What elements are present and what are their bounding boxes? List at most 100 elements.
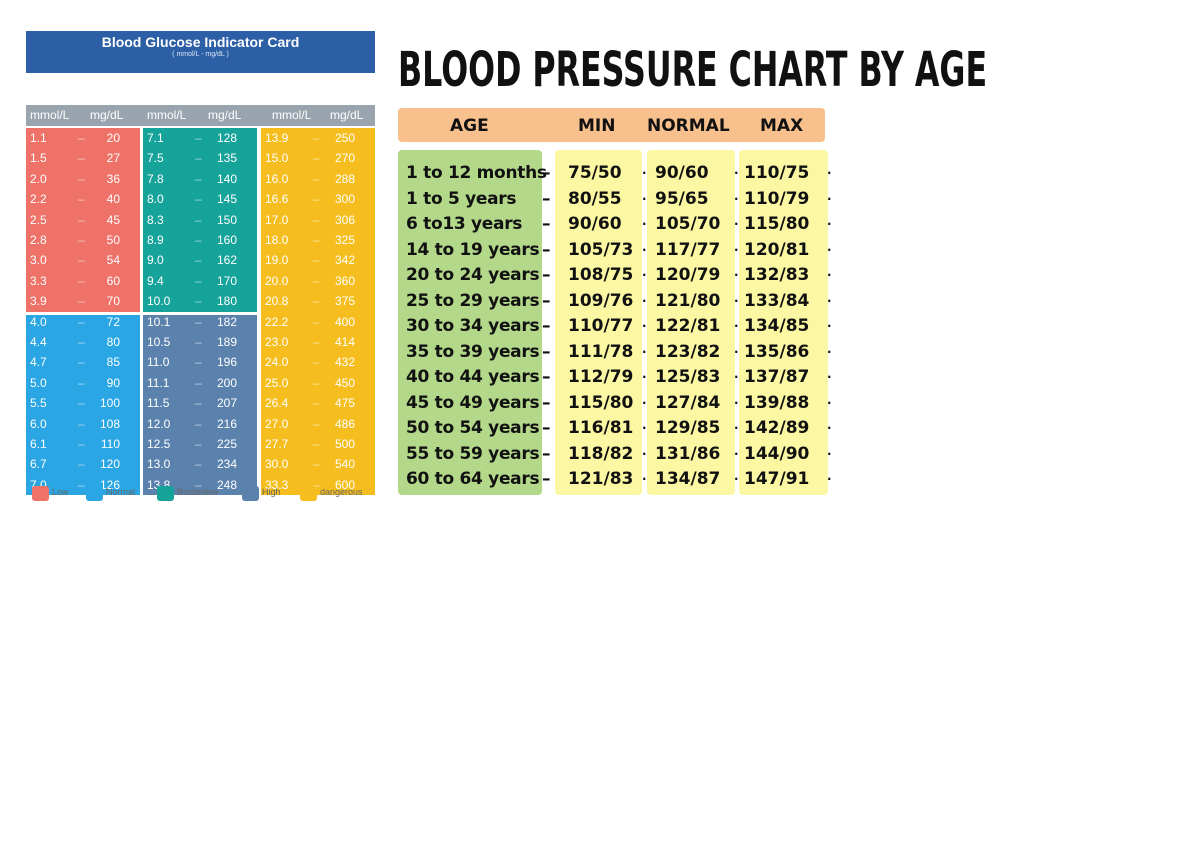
- table-row: 13.9 –250: [261, 128, 375, 148]
- separator-dot: ·: [827, 472, 832, 486]
- separator-dash: –: [542, 341, 551, 362]
- table-row: 7.8 –140: [143, 169, 257, 189]
- separator-dot: ·: [827, 166, 832, 180]
- table-row: 60 to 64 years –121/83 · 134/87 · 147/91 ·: [398, 468, 834, 493]
- table-row: 12.5 –225: [143, 434, 257, 454]
- max-value: 134/85: [744, 316, 810, 336]
- bp-chart-title: BLOOD PRESSURE CHART BY AGE: [398, 42, 988, 98]
- legend-label: dangerous: [320, 487, 363, 497]
- normal-value: 120/79: [655, 265, 721, 285]
- glucose-card-subtitle: ( mmol/L - mg/dL ): [172, 51, 229, 58]
- column-header-mg-3: mg/dL: [330, 108, 364, 122]
- table-row: 4.4 – 80: [26, 332, 140, 352]
- table-row: 12.0 –216: [143, 414, 257, 434]
- mg-value: 170: [216, 273, 237, 288]
- separator-dot: ·: [642, 217, 647, 231]
- max-value: 137/87: [744, 367, 810, 387]
- mg-value: 375: [334, 294, 355, 309]
- mmol-value: 9.4: [147, 273, 164, 288]
- mg-value: 486: [334, 416, 355, 431]
- mmol-value: 18.0: [265, 233, 289, 247]
- mg-value: 36: [106, 171, 120, 186]
- table-row: 20.0 –360: [261, 271, 375, 291]
- separator-dot: ·: [642, 166, 647, 180]
- age-range: 40 to 44 years: [406, 367, 540, 387]
- separator-dot: ·: [642, 472, 647, 486]
- table-row: 30.0 –540: [261, 454, 375, 474]
- mmol-value: 11.5: [147, 396, 170, 411]
- table-row: 17.0 –306: [261, 210, 375, 230]
- bp-header-normal: NORMAL: [647, 116, 730, 136]
- blood-pressure-chart: BLOOD PRESSURE CHART BY AGE AGE MIN NORM…: [398, 38, 988, 498]
- mmol-value: 12.5: [147, 436, 171, 451]
- separator-dash: –: [195, 375, 202, 390]
- separator-dot: ·: [827, 446, 832, 461]
- mmol-value: 4.7: [30, 355, 47, 370]
- mmol-value: 19.0: [265, 253, 289, 268]
- separator-dash: –: [313, 171, 320, 186]
- table-row: 25 to 29 years –109/76 · 121/80 · 133/84 ·: [398, 290, 834, 315]
- table-row: 1 to 5 years –80/55 · 95/65 · 110/79 ·: [398, 188, 834, 213]
- mg-value: 27: [106, 151, 120, 166]
- table-row: 9.4 –170: [143, 271, 257, 291]
- separator-dot: ·: [734, 217, 739, 231]
- mg-value: 80: [106, 334, 120, 349]
- normal-value: 127/84: [655, 392, 721, 413]
- mmol-value: 5.0: [30, 375, 47, 390]
- min-value: 109/76: [568, 290, 634, 311]
- table-row: 50 to 54 years –116/81 · 129/85 · 142/89 ·: [398, 417, 834, 442]
- table-row: 33.3 –600: [261, 475, 375, 495]
- separator-dot: ·: [642, 268, 647, 282]
- table-row: 40 to 44 years –112/79 · 125/83 · 137/87 ·: [398, 366, 834, 391]
- table-row: 24.0 –432: [261, 352, 375, 372]
- mmol-value: 3.3: [30, 273, 47, 288]
- mmol-value: 7.5: [147, 151, 164, 166]
- glucose-legend: Low Normal Borderline High dangerous: [26, 481, 375, 509]
- age-range: 50 to 54 years: [406, 418, 540, 438]
- separator-dash: –: [313, 253, 320, 268]
- mmol-value: 12.0: [147, 416, 171, 431]
- mg-value: 325: [334, 233, 355, 247]
- table-row: 2.0 – 36: [26, 169, 140, 189]
- mg-value: 20: [106, 131, 120, 145]
- table-row: 2.8 – 50: [26, 230, 140, 250]
- mmol-value: 2.5: [30, 212, 47, 227]
- separator-dot: ·: [827, 293, 832, 308]
- separator-dash: –: [78, 192, 85, 207]
- bp-normal-column-bg: [647, 150, 735, 495]
- table-row: 6 to13 years –90/60 · 105/70 · 115/80 ·: [398, 213, 834, 238]
- mmol-value: 6.7: [30, 457, 47, 472]
- table-row: 1 to 12 months –75/50 · 90/60 · 110/75 ·: [398, 162, 834, 187]
- table-row: 6.1 –110: [26, 434, 140, 454]
- normal-value: 90/60: [655, 163, 709, 183]
- bp-header-bar: AGE MIN NORMAL MAX: [398, 108, 825, 142]
- table-row: 27.0 –486: [261, 414, 375, 434]
- age-range: 35 to 39 years: [406, 341, 540, 362]
- mmol-value: 27.0: [265, 416, 289, 431]
- table-row: 45 to 49 years –115/80 · 127/84 · 139/88 ·: [398, 392, 834, 417]
- bp-header-age: AGE: [450, 116, 489, 136]
- separator-dash: –: [313, 335, 320, 349]
- legend-swatch: [157, 486, 174, 501]
- mmol-value: 10.1: [147, 314, 171, 329]
- separator-dash: –: [542, 290, 551, 311]
- mmol-value: 2.0: [30, 171, 47, 186]
- max-value: 132/83: [744, 265, 810, 285]
- normal-value: 117/77: [655, 239, 721, 260]
- mmol-value: 26.4: [265, 396, 289, 411]
- normal-value: 125/83: [655, 367, 721, 387]
- table-row: 3.0 – 54: [26, 250, 140, 270]
- min-value: 118/82: [568, 443, 634, 464]
- mg-value: 128: [216, 131, 237, 145]
- normal-value: 123/82: [655, 341, 721, 362]
- glucose-block-dangerous: 13.9–250 15.0–270 16.0–288 16.6–300 17.0–306…: [261, 128, 375, 496]
- legend-swatch: [86, 486, 103, 501]
- mg-value: 432: [334, 355, 355, 370]
- min-value: 75/50: [568, 163, 622, 183]
- separator-dash: –: [195, 355, 202, 370]
- mg-value: 110: [100, 436, 120, 451]
- separator-dash: –: [542, 188, 551, 209]
- separator-dash: –: [78, 131, 85, 145]
- mmol-value: 4.0: [30, 314, 47, 329]
- mg-value: 45: [106, 212, 120, 227]
